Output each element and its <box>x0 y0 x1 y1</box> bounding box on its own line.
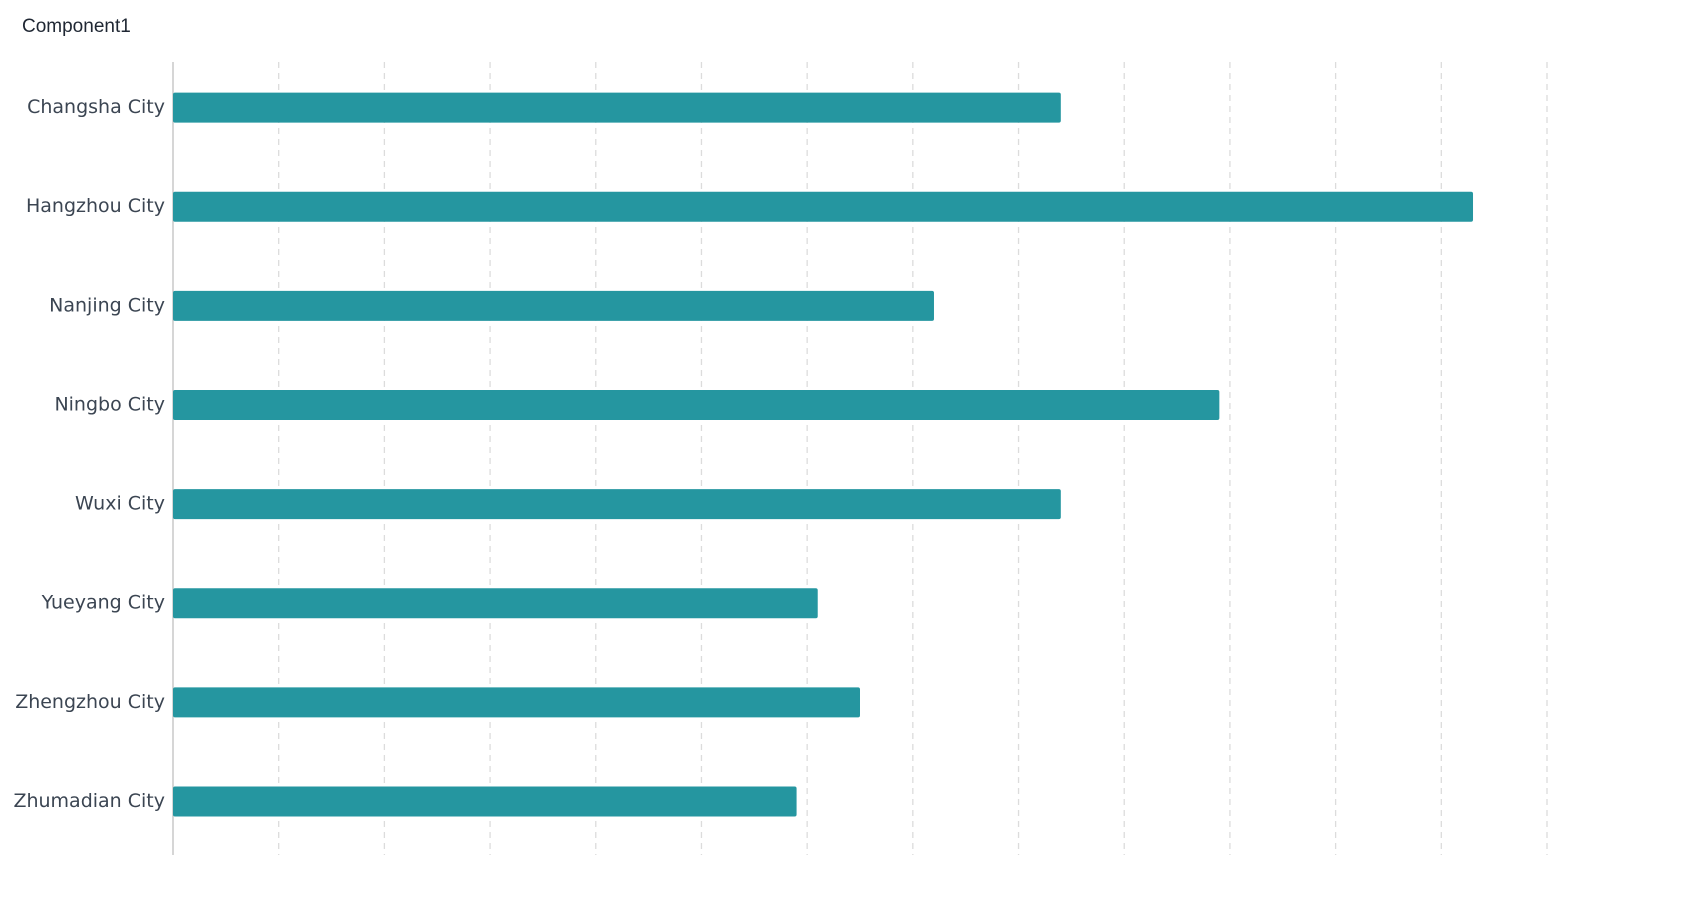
y-tick-label: Yueyang City <box>41 592 165 614</box>
bar <box>173 687 860 718</box>
y-tick-label: Changsha City <box>27 96 165 118</box>
bar <box>173 786 797 817</box>
y-tick-label: Zhengzhou City <box>15 691 165 713</box>
bar <box>173 489 1061 520</box>
bar <box>173 191 1474 222</box>
y-tick-label: Hangzhou City <box>26 195 165 217</box>
bar <box>173 588 818 619</box>
y-tick-label: Nanjing City <box>49 294 165 316</box>
y-tick-label: Wuxi City <box>75 493 165 515</box>
chart-title: Component1 <box>22 16 131 37</box>
y-tick-label: Ningbo City <box>54 393 165 415</box>
y-tick-label: Zhumadian City <box>13 790 165 812</box>
bar <box>173 389 1220 420</box>
bar <box>173 290 934 321</box>
bar <box>173 92 1061 123</box>
